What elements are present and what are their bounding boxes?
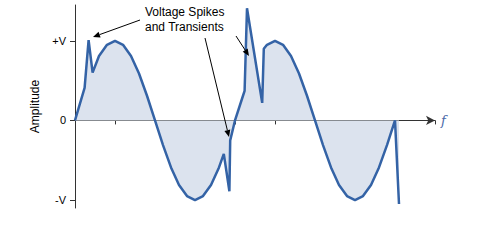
svg-text:and Transients: and Transients	[145, 20, 224, 34]
svg-text:Voltage Spikes: Voltage Spikes	[145, 5, 224, 19]
svg-text:-V: -V	[55, 194, 67, 206]
svg-text:f: f	[440, 113, 448, 128]
svg-text:0: 0	[60, 114, 66, 126]
svg-text:Amplitude: Amplitude	[28, 80, 42, 134]
svg-text:+V: +V	[52, 35, 66, 47]
